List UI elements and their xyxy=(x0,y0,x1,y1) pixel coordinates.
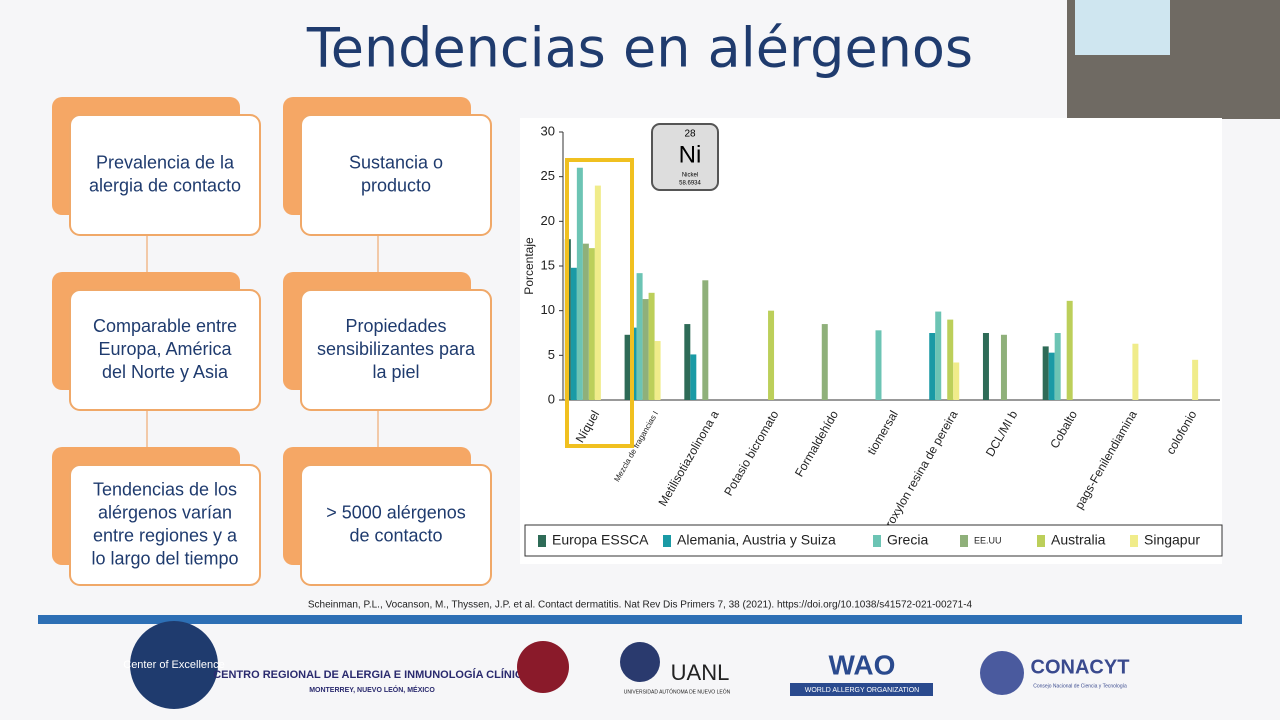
logo-text: Consejo Nacional de Ciencia y Tecnología xyxy=(1033,683,1127,689)
box-text: alérgenos varían xyxy=(98,502,232,522)
box-text: Prevalencia de la xyxy=(96,152,235,172)
logo-text: WAO xyxy=(829,649,896,680)
bar xyxy=(821,324,828,400)
bar xyxy=(624,334,631,400)
bar xyxy=(1132,343,1139,400)
bar xyxy=(1192,359,1199,400)
bar xyxy=(1042,346,1049,400)
y-tick-label: 5 xyxy=(548,347,555,362)
box-text: Comparable entre xyxy=(93,316,237,336)
y-axis-label: Porcentaje xyxy=(522,237,536,295)
box-text: producto xyxy=(361,175,431,195)
box-text: Tendencias de los xyxy=(93,479,237,499)
bar xyxy=(582,243,589,400)
box xyxy=(300,464,492,586)
logo-text: CONACYT xyxy=(1031,656,1130,678)
box-text: del Norte y Asia xyxy=(102,362,229,382)
y-tick-label: 15 xyxy=(541,257,555,272)
bar xyxy=(1066,300,1073,400)
logo-badge xyxy=(130,621,218,709)
bar xyxy=(768,310,775,400)
box xyxy=(300,289,492,411)
bar xyxy=(570,267,577,400)
bar xyxy=(594,185,601,400)
element-card xyxy=(651,123,719,191)
bar xyxy=(947,319,954,400)
legend-label: Australia xyxy=(1051,532,1106,548)
box xyxy=(69,114,261,236)
logo-text: Center of Excellence xyxy=(123,659,225,671)
element-number: 28 xyxy=(684,129,696,140)
bar xyxy=(648,292,655,400)
legend-swatch xyxy=(538,535,546,547)
bar xyxy=(642,299,649,400)
logo-text: UNIVERSIDAD AUTÓNOMA DE NUEVO LEÓN xyxy=(624,688,731,695)
box-group: Prevalencia de la alergia de contacto Sust… xyxy=(52,97,492,586)
bar xyxy=(929,333,936,400)
highlight xyxy=(565,158,634,448)
legend-swatch xyxy=(1130,535,1138,547)
logo-seal xyxy=(517,641,569,693)
citation: Scheinman, P.L., Vocanson, M., Thyssen, … xyxy=(308,600,973,611)
legend-label: Europa ESSCA xyxy=(552,532,649,548)
y-tick-label: 0 xyxy=(548,391,555,406)
legend-swatch xyxy=(663,535,671,547)
bar xyxy=(636,273,643,400)
logo-dots xyxy=(980,651,1024,695)
box xyxy=(69,464,261,586)
box xyxy=(300,114,492,236)
bar xyxy=(875,330,882,400)
box-text: sensibilizantes para xyxy=(317,339,476,359)
logo-seal xyxy=(620,642,660,682)
legend-label: EE.UU xyxy=(974,535,1002,545)
y-tick-label: 30 xyxy=(541,123,555,138)
bar xyxy=(588,248,595,400)
box-text: Sustancia o xyxy=(349,152,443,172)
bar xyxy=(684,324,691,400)
legend-swatch xyxy=(873,535,881,547)
logo-text: WORLD ALLERGY ORGANIZATION xyxy=(805,687,920,694)
legend-label: Grecia xyxy=(887,532,928,548)
webcam-screen xyxy=(1075,0,1170,55)
logo-text: UANL xyxy=(671,660,730,685)
bar xyxy=(1048,352,1055,400)
bar xyxy=(576,167,583,400)
y-tick-label: 25 xyxy=(541,168,555,183)
box-text: > 5000 alérgenos xyxy=(326,502,466,522)
bar xyxy=(702,280,709,400)
bar xyxy=(953,362,960,400)
y-tick-label: 20 xyxy=(541,213,555,228)
legend-label: Singapur xyxy=(1144,532,1200,548)
box xyxy=(69,289,261,411)
element-mass: 58.6934 xyxy=(679,181,701,187)
divider xyxy=(38,615,1242,624)
logo-text: CENTRO REGIONAL DE ALERGIA E INMUNOLOGÍA… xyxy=(213,668,531,681)
bar xyxy=(654,341,661,400)
box-text: alergia de contacto xyxy=(89,175,241,195)
bar xyxy=(1000,334,1007,400)
element-name: Nickel xyxy=(682,173,698,179)
bar xyxy=(982,333,989,400)
bar xyxy=(935,311,942,400)
y-tick-label: 10 xyxy=(541,302,555,317)
box-text: de contacto xyxy=(349,525,442,545)
legend-label: Alemania, Austria y Suiza xyxy=(677,532,836,548)
box-text: Europa, América xyxy=(98,339,232,359)
bar xyxy=(1054,333,1061,400)
box-text: lo largo del tiempo xyxy=(91,548,238,568)
slide-title: Tendencias en alérgenos xyxy=(306,17,973,80)
box-text: entre regiones y a xyxy=(93,525,238,545)
logo-bar xyxy=(790,683,933,696)
box-text: la piel xyxy=(372,362,419,382)
legend-swatch xyxy=(960,535,968,547)
bar xyxy=(690,354,697,400)
box-text: Propiedades xyxy=(345,316,446,336)
logo-text: MONTERREY, NUEVO LEÓN, MÉXICO xyxy=(309,685,435,694)
legend-swatch xyxy=(1037,535,1045,547)
element-symbol: Ni xyxy=(679,141,702,168)
